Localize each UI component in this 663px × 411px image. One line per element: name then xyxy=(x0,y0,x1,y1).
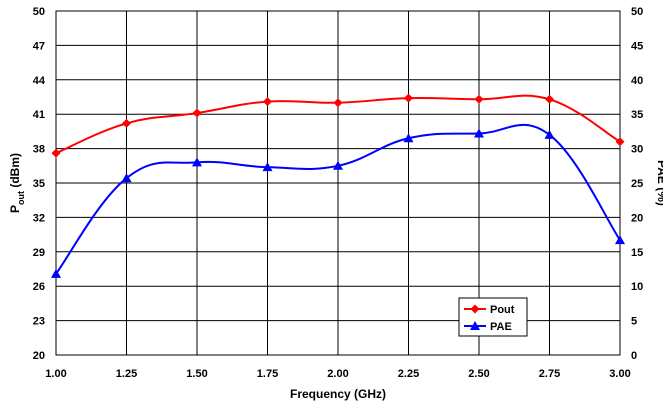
y-right-tick-label: 0 xyxy=(631,350,637,362)
y-right-tick-label: 10 xyxy=(631,281,643,293)
data-point-pae xyxy=(615,235,625,245)
y-left-tick-label: 35 xyxy=(33,178,45,190)
x-tick-label: 1.75 xyxy=(257,368,278,380)
x-tick-label: 3.00 xyxy=(609,368,630,380)
y-axis-left-title-main: P xyxy=(8,205,22,213)
data-point-pout xyxy=(263,97,272,107)
y-left-tick-label: 47 xyxy=(33,40,45,52)
data-point-pae xyxy=(121,173,132,183)
legend-marker-pout xyxy=(470,304,480,314)
y-right-tick-label: 50 xyxy=(631,6,643,18)
x-tick-label: 2.50 xyxy=(468,368,489,380)
plot-area-frame xyxy=(55,10,621,356)
y-right-tick-label: 35 xyxy=(631,109,643,121)
series-layer xyxy=(51,93,625,278)
data-point-pout xyxy=(545,94,554,104)
x-tick-label: 2.25 xyxy=(398,368,419,380)
legend-label-pae: PAE xyxy=(490,321,512,333)
legend-label-pout: Pout xyxy=(490,304,515,316)
tick-labels: 20 23 26 29 32 35 38 41 44 47 50 0 5 10 15 20 25 30 35 40 45… xyxy=(33,6,644,380)
data-point-pae xyxy=(262,162,273,172)
y-axis-left-title-sub: out xyxy=(16,191,26,205)
y-right-tick-label: 30 xyxy=(631,144,643,156)
y-left-tick-label: 32 xyxy=(33,212,45,224)
grid-lines xyxy=(55,10,621,356)
legend: Pout PAE xyxy=(458,297,528,337)
data-point-pout xyxy=(615,137,625,147)
y-right-tick-label: 40 xyxy=(631,75,643,87)
legend-item-pae: PAE xyxy=(464,321,512,333)
data-point-pout xyxy=(122,118,131,128)
data-point-pout xyxy=(404,93,413,103)
x-tick-label: 2.75 xyxy=(539,368,560,380)
y-left-tick-label: 29 xyxy=(33,247,45,259)
y-left-tick-label: 20 xyxy=(33,350,45,362)
y-left-tick-label: 26 xyxy=(33,281,45,293)
y-axis-left-title-rest: (dBm) xyxy=(8,153,22,191)
legend-marker-pae xyxy=(470,321,480,330)
y-left-tick-label: 44 xyxy=(33,75,46,87)
y-left-tick-label: 50 xyxy=(33,6,45,18)
y-axis-right-title: PAE (%) xyxy=(655,160,663,206)
data-point-pout xyxy=(474,94,484,104)
y-right-tick-label: 20 xyxy=(631,212,643,224)
data-point-pae xyxy=(403,133,414,143)
x-tick-label: 1.00 xyxy=(45,368,66,380)
x-tick-label: 2.00 xyxy=(327,368,348,380)
x-tick-label: 1.25 xyxy=(116,368,137,380)
data-point-pout xyxy=(192,108,202,118)
x-tick-label: 1.50 xyxy=(186,368,207,380)
y-right-tick-label: 25 xyxy=(631,178,643,190)
data-point-pae xyxy=(333,160,343,170)
data-point-pae xyxy=(51,268,61,278)
data-point-pout xyxy=(333,98,343,108)
y-axis-left-title: Pout (dBm) xyxy=(8,153,26,213)
series-pae xyxy=(51,123,625,278)
x-axis-title: Frequency (GHz) xyxy=(290,387,386,401)
y-right-tick-label: 15 xyxy=(631,247,643,259)
data-point-pae xyxy=(544,129,555,139)
y-left-tick-label: 41 xyxy=(33,109,45,121)
y-left-tick-label: 23 xyxy=(33,316,45,328)
legend-item-pout: Pout xyxy=(464,304,515,316)
data-point-pae xyxy=(474,128,484,138)
y-left-tick-label: 38 xyxy=(33,144,45,156)
y-right-tick-label: 5 xyxy=(631,316,637,328)
y-right-tick-label: 45 xyxy=(631,40,643,52)
series-pout xyxy=(51,93,625,158)
data-point-pae xyxy=(192,157,202,167)
data-point-pout xyxy=(51,148,61,158)
